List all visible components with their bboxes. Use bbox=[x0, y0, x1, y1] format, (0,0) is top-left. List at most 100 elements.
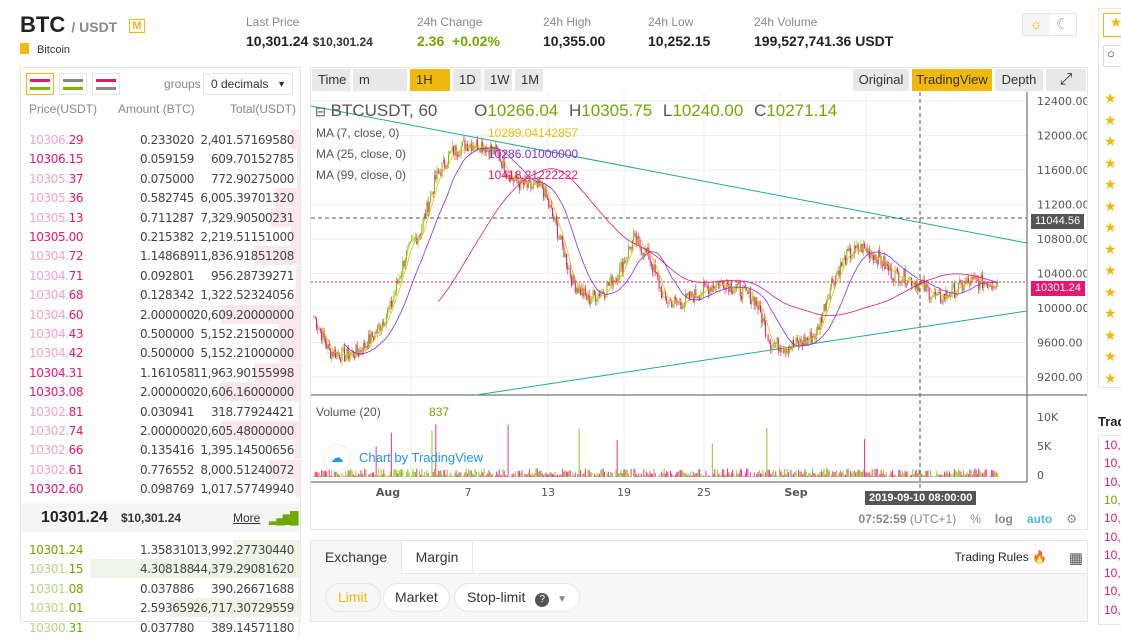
favorite-star-icon[interactable]: ★ bbox=[1104, 133, 1117, 150]
view-both-icon[interactable] bbox=[26, 73, 54, 95]
collapse-icon[interactable]: ⊟ bbox=[315, 104, 326, 119]
order-type-stop-limit[interactable]: Stop-limit ? ▼ bbox=[454, 583, 580, 612]
order-type-market[interactable]: Market bbox=[383, 583, 450, 612]
coin-info[interactable]: Bitcoin bbox=[20, 43, 70, 56]
candle-body bbox=[348, 348, 349, 360]
y-tick-label: 11200.00 bbox=[1037, 199, 1087, 212]
candle-body bbox=[802, 343, 803, 346]
view-bids-icon[interactable] bbox=[59, 73, 87, 95]
interval-time[interactable]: Time bbox=[312, 69, 350, 91]
favorite-star-icon[interactable]: ★ bbox=[1104, 219, 1117, 236]
order-type-limit[interactable]: Limit bbox=[325, 583, 381, 612]
more-link[interactable]: More bbox=[233, 511, 260, 525]
favorite-star-icon[interactable]: ★ bbox=[1104, 370, 1117, 387]
log-toggle[interactable]: log bbox=[995, 512, 1013, 526]
candle-body bbox=[379, 325, 380, 331]
total: 11,963.90155998 bbox=[193, 366, 294, 380]
percent-toggle[interactable]: % bbox=[970, 512, 981, 526]
price: 10302.66 bbox=[29, 443, 83, 457]
favorite-star-icon[interactable]: ★ bbox=[1104, 90, 1117, 107]
favorite-star-icon[interactable]: ★ bbox=[1104, 155, 1117, 172]
volume-bar bbox=[513, 473, 514, 477]
view-original[interactable]: Original bbox=[853, 69, 909, 91]
volume-bar bbox=[496, 471, 497, 477]
interval-1m[interactable]: 1M bbox=[515, 69, 543, 91]
favorite-star-icon[interactable]: ★ bbox=[1104, 241, 1117, 258]
search-icon[interactable]: ○ bbox=[1103, 45, 1121, 67]
tradingview-watermark[interactable]: ☁Chart by TradingView bbox=[323, 444, 483, 472]
total: 2,219.51151000 bbox=[200, 230, 294, 244]
candle-body bbox=[823, 304, 824, 313]
volume-bar bbox=[933, 476, 934, 477]
candle-body bbox=[626, 259, 627, 263]
volume-bar bbox=[971, 471, 972, 477]
volume-bar bbox=[620, 470, 621, 477]
settings-gear-icon[interactable]: ⚙ bbox=[1066, 512, 1077, 526]
sun-icon[interactable]: ☼ bbox=[1023, 14, 1050, 35]
favorite-star-icon[interactable]: ★ bbox=[1104, 305, 1117, 322]
volume-bar bbox=[788, 472, 789, 477]
timezone[interactable]: (UTC+1) bbox=[910, 512, 956, 526]
trading-rules-link[interactable]: Trading Rules 🔥 bbox=[954, 550, 1047, 564]
favorite-star-icon[interactable]: ★ bbox=[1104, 348, 1117, 365]
view-tradingview[interactable]: TradingView bbox=[912, 69, 992, 91]
groups-select[interactable]: 0 decimals▼ bbox=[203, 73, 293, 95]
candle-body bbox=[806, 338, 807, 344]
favorite-star-icon[interactable]: ★ bbox=[1104, 198, 1117, 215]
interval-1h[interactable]: 1H bbox=[410, 69, 450, 91]
tab-margin[interactable]: Margin bbox=[401, 541, 473, 574]
favorite-star-icon[interactable]: ★ bbox=[1104, 262, 1117, 279]
volume-bar bbox=[500, 475, 501, 477]
interval-1d[interactable]: 1D bbox=[453, 69, 481, 91]
theme-toggle[interactable]: ☼ ☾ bbox=[1022, 13, 1077, 36]
candle-body bbox=[855, 246, 856, 249]
view-depth[interactable]: Depth bbox=[995, 69, 1043, 91]
favorite-star-icon[interactable]: ★ bbox=[1104, 112, 1117, 129]
view-asks-icon[interactable] bbox=[92, 73, 120, 95]
fullscreen-icon[interactable]: ⤢ bbox=[1046, 69, 1086, 91]
auto-toggle[interactable]: auto bbox=[1027, 512, 1052, 526]
volume-bar bbox=[986, 469, 987, 477]
favorites-tab-star-icon[interactable]: ★ bbox=[1103, 13, 1121, 37]
candle-body bbox=[860, 244, 861, 251]
depth-bar bbox=[297, 149, 300, 168]
moon-icon[interactable]: ☾ bbox=[1050, 14, 1077, 35]
favorite-star-icon[interactable]: ★ bbox=[1104, 176, 1117, 193]
volume-bar bbox=[343, 476, 344, 477]
favorite-star-icon[interactable]: ★ bbox=[1104, 327, 1117, 344]
calculator-icon[interactable]: ▦ bbox=[1069, 549, 1083, 567]
volume-bar bbox=[379, 476, 380, 477]
volume-bar bbox=[622, 473, 623, 477]
tab-exchange[interactable]: Exchange bbox=[311, 541, 401, 574]
interval-1w[interactable]: 1W bbox=[484, 69, 512, 91]
interval-m[interactable]: m bbox=[353, 69, 407, 91]
candle-body bbox=[632, 240, 633, 249]
margin-badge[interactable]: M bbox=[129, 19, 144, 33]
favorite-star-icon[interactable]: ★ bbox=[1104, 284, 1117, 301]
volume-bar bbox=[799, 472, 800, 477]
